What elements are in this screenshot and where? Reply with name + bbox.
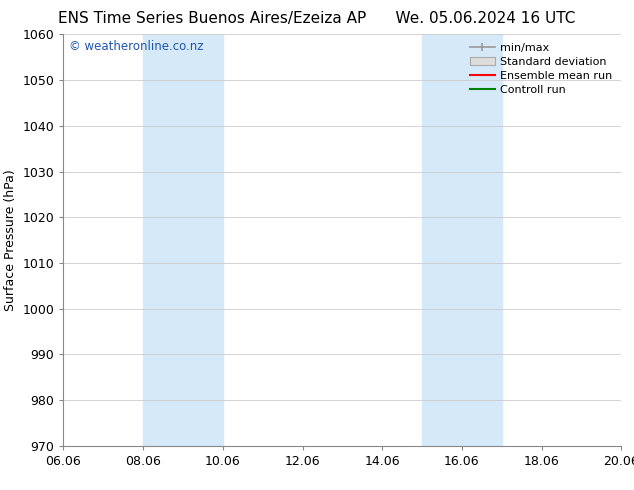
Text: © weatheronline.co.nz: © weatheronline.co.nz <box>69 41 204 53</box>
Bar <box>422 34 501 446</box>
Text: ENS Time Series Buenos Aires/Ezeiza AP      We. 05.06.2024 16 UTC: ENS Time Series Buenos Aires/Ezeiza AP W… <box>58 11 576 26</box>
Legend: min/max, Standard deviation, Ensemble mean run, Controll run: min/max, Standard deviation, Ensemble me… <box>467 40 616 98</box>
Y-axis label: Surface Pressure (hPa): Surface Pressure (hPa) <box>4 169 17 311</box>
Bar <box>143 34 223 446</box>
